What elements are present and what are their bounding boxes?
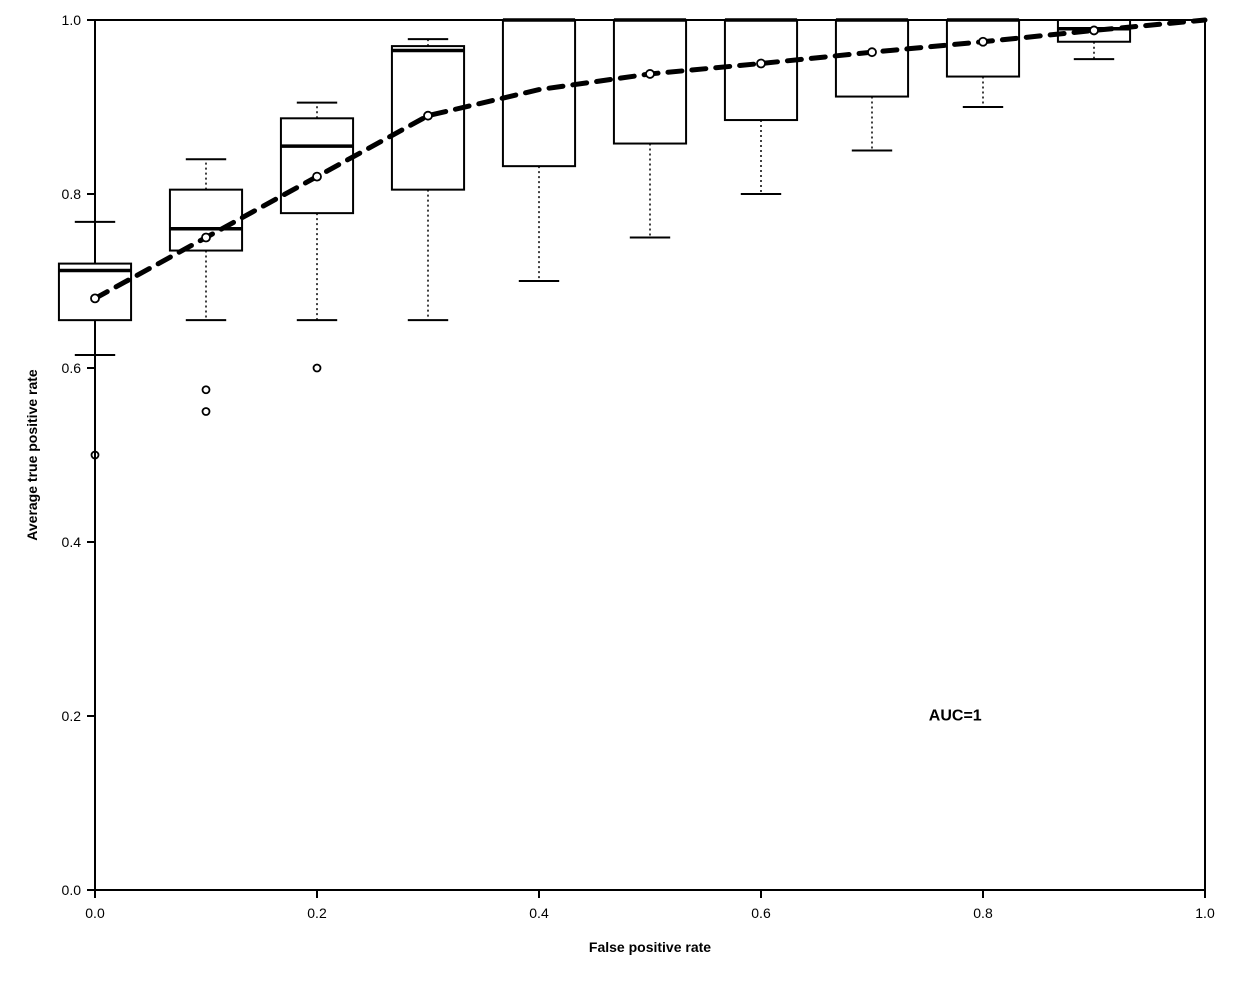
roc-point [979,38,987,46]
x-tick-label: 0.6 [751,905,771,921]
y-axis-label: Average true positive rate [24,369,40,541]
y-tick-label: 0.4 [62,534,82,550]
y-tick-label: 0.2 [62,708,82,724]
roc-chart: 0.0 0.2 0.4 0.6 0.8 1.0 0.0 0.2 0.4 0.6 0.8 1.0 Fals… [0,0,1240,986]
y-tick-label: 0.8 [62,186,82,202]
roc-point [424,112,432,120]
x-tick-label: 1.0 [1195,905,1215,921]
roc-point [313,173,321,181]
boxplot-box [725,20,797,120]
y-tick-label: 1.0 [62,12,82,28]
roc-point [202,234,210,242]
x-axis-label: False positive rate [589,939,711,955]
y-tick-label: 0.6 [62,360,82,376]
x-tick-label: 0.8 [973,905,993,921]
x-tick-label: 0.0 [85,905,105,921]
roc-point [1090,26,1098,34]
boxplot-box [281,118,353,213]
x-tick-label: 0.4 [529,905,549,921]
auc-annotation: AUC=1 [929,707,982,724]
x-tick-label: 0.2 [307,905,327,921]
boxplot-box [947,20,1019,77]
boxplot-box [836,20,908,97]
roc-point [757,60,765,68]
roc-point [91,294,99,302]
boxplot-box [614,20,686,144]
y-tick-label: 0.0 [62,882,82,898]
roc-point [646,70,654,78]
roc-point [868,48,876,56]
roc-svg: 0.0 0.2 0.4 0.6 0.8 1.0 0.0 0.2 0.4 0.6 0.8 1.0 Fals… [0,0,1240,986]
